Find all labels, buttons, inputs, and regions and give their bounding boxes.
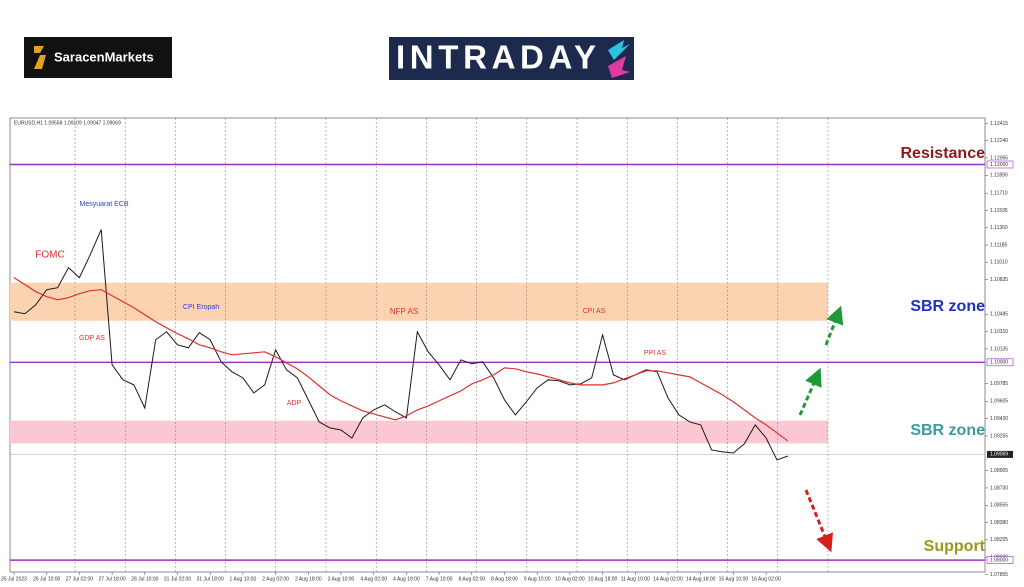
brand-icon <box>34 46 46 69</box>
level-label: 1.08000 <box>990 557 1008 563</box>
annotation: GDP AS <box>79 335 105 342</box>
annotation: Mesyuarat ECB <box>79 201 128 208</box>
x-tick-label: 10 Aug 02:00 <box>555 576 585 582</box>
x-tick-label: 31 Jul 02:00 <box>164 576 191 582</box>
x-tick-label: 11 Aug 10:00 <box>621 576 650 582</box>
annotation: FOMC <box>35 250 64 261</box>
x-tick-label: 25 Jul 2023 <box>1 576 27 582</box>
annotation: NFP AS <box>390 307 418 316</box>
y-tick-label: 1.12065 <box>990 155 1008 161</box>
brand-name: SaracenMarkets <box>54 49 154 64</box>
banner-arrow-up <box>608 40 630 60</box>
annotation: ADP <box>287 400 302 407</box>
y-tick-label: 1.08905 <box>990 468 1008 474</box>
banner-arrow-down <box>608 56 630 78</box>
x-tick-label: 31 Jul 18:00 <box>197 576 224 582</box>
y-tick-label: 1.11535 <box>990 208 1008 214</box>
level-tag <box>986 160 1014 169</box>
x-tick-label: 26 Jul 10:00 <box>33 576 60 582</box>
y-tick-label: 1.11890 <box>990 173 1008 179</box>
zone-label: SBR zone <box>910 422 985 439</box>
y-tick-label: 1.09785 <box>990 381 1008 387</box>
y-tick-label: 1.08555 <box>990 503 1008 509</box>
symbol-info: EURUSD,H1 1.09558 1.09109 1.09047 1.0906… <box>14 120 121 126</box>
x-tick-label: 4 Aug 18:00 <box>393 576 420 582</box>
y-tick-label: 1.10135 <box>990 346 1008 352</box>
x-tick-label: 3 Aug 10:00 <box>328 576 355 582</box>
x-tick-label: 27 Jul 02:00 <box>66 576 93 582</box>
brand-box <box>24 37 172 78</box>
zone-label: Resistance <box>901 145 986 162</box>
x-tick-label: 28 Jul 10:00 <box>131 576 158 582</box>
level-tag <box>986 358 1014 367</box>
banner-box <box>389 37 634 80</box>
x-tick-label: 16 Aug 02:00 <box>751 576 781 582</box>
current-price-label: 1.09069 <box>990 452 1008 458</box>
y-tick-label: 1.11185 <box>990 242 1008 248</box>
x-tick-label: 8 Aug 18:00 <box>491 576 518 582</box>
annotation: PPI AS <box>644 350 667 357</box>
y-tick-label: 1.08205 <box>990 537 1008 543</box>
banner-title: INTRADAY <box>396 39 596 76</box>
level-label: 1.12000 <box>990 162 1008 168</box>
annotation: CPI AS <box>583 308 606 315</box>
y-tick-label: 1.08730 <box>990 485 1008 491</box>
y-tick-label: 1.10485 <box>990 312 1008 318</box>
y-tick-label: 1.10835 <box>990 277 1008 283</box>
y-tick-label: 1.09430 <box>990 416 1008 422</box>
plot-frame <box>9 117 986 573</box>
arrow-up <box>824 305 844 346</box>
y-tick-label: 1.08380 <box>990 520 1008 526</box>
arrow-down <box>804 489 833 553</box>
y-tick-label: 1.11010 <box>990 260 1008 266</box>
level-tag <box>986 556 1014 564</box>
zone-label: Support <box>924 538 986 555</box>
x-tick-label: 1 Aug 10:00 <box>230 576 257 582</box>
x-tick-label: 14 Aug 18:00 <box>686 576 716 582</box>
x-tick-label: 15 Aug 10:00 <box>719 576 749 582</box>
y-tick-label: 1.12415 <box>990 121 1008 127</box>
x-tick-label: 8 Aug 02:00 <box>458 576 485 582</box>
annotation: CPI Eropah <box>183 304 219 311</box>
y-tick-label: 1.10310 <box>990 329 1008 335</box>
x-tick-label: 10 Aug 18:00 <box>588 576 618 582</box>
x-tick-label: 27 Jul 18:00 <box>98 576 125 582</box>
y-tick-label: 1.07855 <box>990 572 1008 578</box>
moving-average <box>13 277 789 442</box>
level-label: 1.10000 <box>990 360 1008 366</box>
arrow-up <box>798 367 822 416</box>
current-price-tag <box>987 450 1013 458</box>
y-tick-label: 1.09255 <box>990 433 1008 439</box>
y-tick-label: 1.11360 <box>990 225 1008 231</box>
x-tick-label: 14 Aug 02:00 <box>653 576 683 582</box>
x-tick-label: 7 Aug 10:00 <box>426 576 453 582</box>
y-tick-label: 1.09605 <box>990 399 1008 405</box>
x-tick-label: 2 Aug 18:00 <box>295 576 322 582</box>
price-line <box>13 229 789 461</box>
x-tick-label: 2 Aug 02:00 <box>262 576 289 582</box>
y-tick-label: 1.12240 <box>990 138 1008 144</box>
zone <box>10 282 828 321</box>
y-tick-label: 1.11710 <box>990 191 1008 197</box>
x-tick-label: 9 Aug 10:00 <box>524 576 551 582</box>
zone <box>10 420 828 444</box>
zone-label: SBR zone <box>910 298 985 315</box>
x-tick-label: 4 Aug 02:00 <box>360 576 387 582</box>
